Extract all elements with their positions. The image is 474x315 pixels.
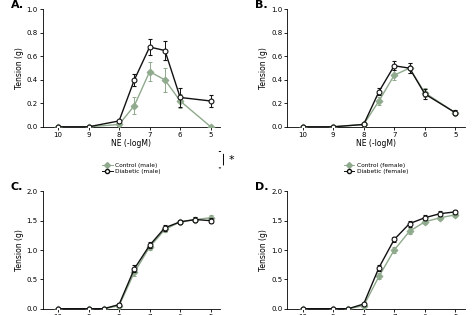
Text: *: * xyxy=(229,155,235,165)
X-axis label: NE (-logM): NE (-logM) xyxy=(111,139,151,148)
Text: A.: A. xyxy=(11,0,24,10)
Y-axis label: Tension (g): Tension (g) xyxy=(259,47,268,89)
Y-axis label: Tension (g): Tension (g) xyxy=(15,229,24,271)
X-axis label: NE (-logM): NE (-logM) xyxy=(356,139,396,148)
Text: D.: D. xyxy=(255,182,269,192)
Legend: Control (male), Diabetic (male): Control (male), Diabetic (male) xyxy=(102,163,161,174)
Legend: Control (female), Diabetic (female): Control (female), Diabetic (female) xyxy=(344,163,408,174)
Y-axis label: Tension (g): Tension (g) xyxy=(15,47,24,89)
Y-axis label: Tension (g): Tension (g) xyxy=(259,229,268,271)
Text: C.: C. xyxy=(11,182,23,192)
Text: B.: B. xyxy=(255,0,268,10)
